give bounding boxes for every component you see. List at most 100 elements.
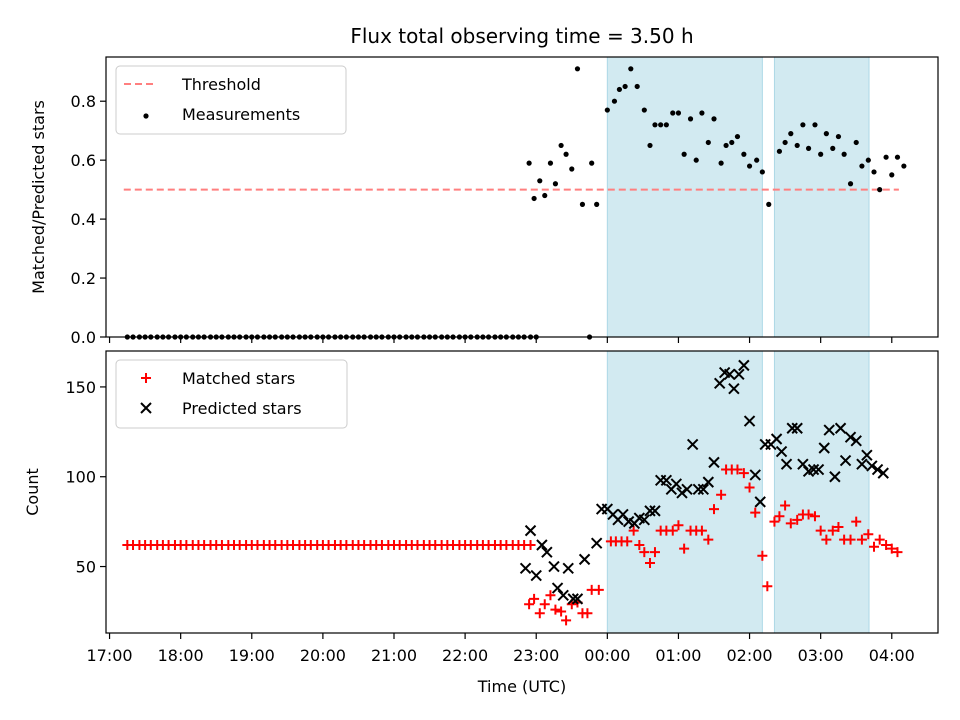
data-point (782, 139, 788, 146)
data-point (766, 201, 772, 207)
legend-plus-swatch (141, 373, 151, 383)
x-tick-label: 23:00 (513, 646, 559, 665)
data-point (774, 511, 785, 522)
data-point (889, 172, 895, 178)
data-point (562, 562, 574, 575)
data-point (670, 478, 683, 490)
shaded-interval-2 (773, 56, 870, 338)
data-point (578, 553, 591, 566)
data-point (628, 525, 639, 536)
y-tick-label: 150 (65, 378, 96, 397)
data-point (812, 122, 818, 128)
data-point (877, 187, 883, 193)
data-point (830, 145, 836, 151)
x-tick-label: 21:00 (371, 646, 417, 665)
data-point (679, 543, 690, 554)
data-point (558, 142, 564, 149)
data-point (699, 110, 705, 116)
data-point (663, 122, 669, 128)
data-point (711, 116, 717, 122)
data-point (856, 458, 868, 470)
data-point (529, 593, 540, 604)
x-tick-label: 20:00 (300, 646, 346, 665)
data-point (749, 469, 761, 481)
data-point (853, 139, 859, 146)
x-tick-label: 19:00 (229, 646, 275, 665)
data-point (786, 422, 798, 434)
data-point (844, 431, 857, 443)
x-tick-label: 00:00 (584, 646, 630, 665)
legend-label: Measurements (182, 105, 300, 124)
data-point (754, 157, 760, 163)
data-point (681, 151, 687, 157)
y-tick-label: 0.6 (71, 151, 96, 170)
data-point (703, 534, 714, 545)
data-point (833, 522, 844, 533)
data-point (780, 458, 793, 470)
y-tick-label: 50 (76, 558, 96, 577)
data-point (738, 359, 750, 372)
data-point (644, 505, 656, 517)
legend-label: Matched stars (182, 369, 295, 388)
data-point (821, 534, 832, 545)
x-axis-label: Time (UTC) (477, 677, 566, 696)
data-point (716, 489, 727, 500)
data-point (775, 445, 788, 458)
data-point (524, 524, 537, 537)
data-point (645, 557, 655, 568)
series-measurements (124, 66, 907, 340)
data-point (859, 163, 865, 169)
data-point (547, 160, 554, 166)
data-point (869, 541, 879, 552)
data-point (834, 422, 847, 434)
legend-dot-swatch (143, 113, 149, 119)
data-point (746, 163, 753, 169)
data-point (673, 520, 684, 531)
data-point (861, 449, 873, 461)
data-point (551, 582, 564, 594)
data-point (658, 122, 664, 128)
data-point (539, 599, 550, 610)
data-point (856, 534, 867, 545)
data-point (530, 569, 542, 582)
legend: Threshold Measurements (115, 65, 347, 135)
data-point (841, 151, 847, 157)
data-point (526, 160, 532, 166)
axes-frame (105, 56, 939, 338)
data-point (732, 464, 743, 475)
data-point (800, 122, 806, 128)
data-point (728, 383, 740, 395)
data-point (634, 539, 645, 550)
data-point (901, 163, 907, 169)
data-point (713, 377, 726, 390)
data-point (604, 107, 610, 113)
data-point (785, 518, 796, 529)
data-point (525, 539, 536, 550)
data-point (776, 148, 783, 154)
data-point (611, 98, 618, 104)
data-point (697, 483, 710, 496)
data-point (708, 456, 720, 469)
data-point (865, 157, 871, 163)
top-panel: 0.0 0.2 0.4 0.6 0.8 Threshold Measurements (71, 56, 939, 347)
shaded-interval-2 (773, 350, 870, 634)
series-predicted-stars (519, 359, 889, 605)
data-point (589, 160, 595, 166)
data-point (835, 133, 842, 140)
x-tick-label: 04:00 (869, 646, 915, 665)
data-point (556, 606, 567, 617)
top-y-axis-label: Matched/Predicted stars (29, 100, 48, 294)
bottom-y-axis-label: Count (23, 468, 42, 516)
data-point (871, 463, 884, 476)
x-tick-label: 02:00 (727, 646, 773, 665)
data-point (805, 145, 812, 151)
data-point (557, 589, 569, 601)
data-point (545, 590, 556, 601)
data-point (780, 500, 791, 511)
y-tick-label: 0.2 (71, 269, 96, 288)
x-tick-label: 03:00 (798, 646, 844, 665)
data-point (845, 534, 856, 545)
data-point (791, 422, 803, 434)
data-point (874, 534, 885, 545)
data-point (531, 195, 537, 202)
